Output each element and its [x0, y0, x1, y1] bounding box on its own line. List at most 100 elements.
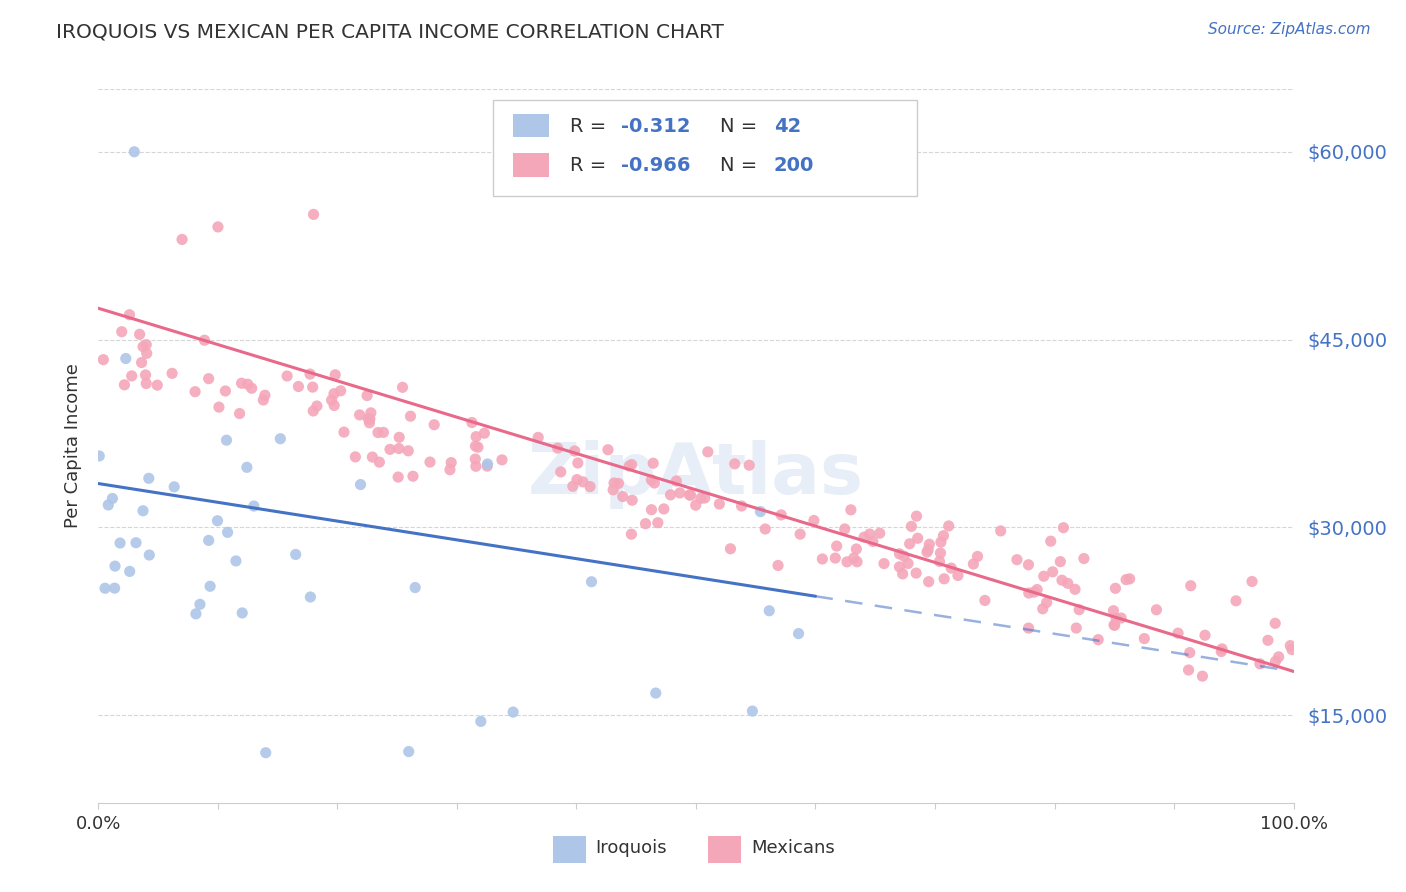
Point [974, 593, 997, 607]
Point [299, 590, 322, 604]
Point [859, 527, 882, 541]
Point [564, 444, 586, 458]
Point [678, 488, 700, 502]
Point [917, 542, 939, 557]
Point [1032, 569, 1054, 583]
Point [897, 557, 920, 571]
Point [758, 604, 780, 618]
Point [439, 463, 461, 477]
Point [845, 541, 868, 556]
Point [252, 392, 274, 407]
Point [368, 455, 391, 469]
Point [620, 458, 643, 472]
Text: Mexicans: Mexicans [751, 839, 835, 857]
Point [121, 368, 143, 383]
Point [207, 514, 229, 528]
Point [621, 493, 644, 508]
Point [387, 470, 409, 484]
Point [419, 455, 441, 469]
Point [135, 337, 157, 351]
Point [644, 686, 666, 700]
Text: ZipAtlas: ZipAtlas [529, 440, 863, 509]
Point [932, 572, 955, 586]
Point [1102, 604, 1125, 618]
Point [104, 581, 127, 595]
Point [918, 574, 941, 589]
Point [873, 557, 896, 571]
Point [907, 531, 929, 545]
Point [111, 325, 134, 339]
Point [240, 381, 263, 395]
Point [287, 379, 309, 393]
Point [132, 504, 155, 518]
Point [207, 219, 229, 234]
Point [1064, 621, 1087, 635]
Point [1115, 573, 1137, 587]
Point [550, 465, 572, 479]
Text: N =: N = [720, 156, 763, 176]
Point [900, 519, 922, 533]
Point [1279, 639, 1302, 653]
FancyBboxPatch shape [513, 114, 548, 137]
Point [269, 432, 291, 446]
Point [1167, 626, 1189, 640]
Point [693, 491, 716, 505]
Point [1191, 669, 1213, 683]
Point [1109, 611, 1132, 625]
Point [118, 565, 141, 579]
Point [131, 355, 153, 369]
FancyBboxPatch shape [553, 837, 586, 863]
Text: R =: R = [571, 117, 613, 136]
Point [730, 499, 752, 513]
Point [1180, 579, 1202, 593]
Point [231, 606, 253, 620]
Point [766, 558, 789, 573]
Point [101, 491, 124, 506]
Point [172, 232, 194, 246]
Point [741, 704, 763, 718]
Point [464, 439, 486, 453]
Point [1249, 657, 1271, 671]
Point [402, 469, 425, 483]
Point [891, 566, 914, 581]
Point [835, 555, 858, 569]
Point [243, 499, 266, 513]
Text: -0.312: -0.312 [620, 117, 690, 136]
Point [824, 551, 846, 566]
Text: 200: 200 [773, 156, 814, 176]
Point [607, 476, 630, 491]
Point [125, 535, 148, 549]
Point [1039, 534, 1062, 549]
Point [1225, 594, 1247, 608]
Point [373, 425, 395, 440]
Point [391, 380, 413, 394]
Point [893, 549, 915, 564]
Point [1018, 586, 1040, 600]
Point [361, 450, 384, 464]
Point [404, 581, 426, 595]
Point [89, 449, 111, 463]
Point [1177, 663, 1199, 677]
Point [620, 527, 643, 541]
Point [889, 547, 911, 561]
Text: N =: N = [720, 117, 763, 136]
Point [112, 377, 135, 392]
Point [135, 376, 157, 391]
Point [1069, 602, 1091, 616]
Point [1018, 621, 1040, 635]
Point [93, 352, 115, 367]
Point [1257, 633, 1279, 648]
Point [388, 442, 411, 456]
Point [1073, 551, 1095, 566]
Point [184, 384, 207, 399]
Point [928, 554, 950, 568]
Point [565, 473, 588, 487]
Point [198, 579, 221, 593]
Point [305, 399, 328, 413]
Point [135, 368, 157, 382]
Point [97, 498, 120, 512]
Point [491, 453, 513, 467]
Point [301, 380, 323, 394]
Point [323, 368, 346, 382]
Text: IROQUOIS VS MEXICAN PER CAPITA INCOME CORRELATION CHART: IROQUOIS VS MEXICAN PER CAPITA INCOME CO… [56, 22, 724, 41]
